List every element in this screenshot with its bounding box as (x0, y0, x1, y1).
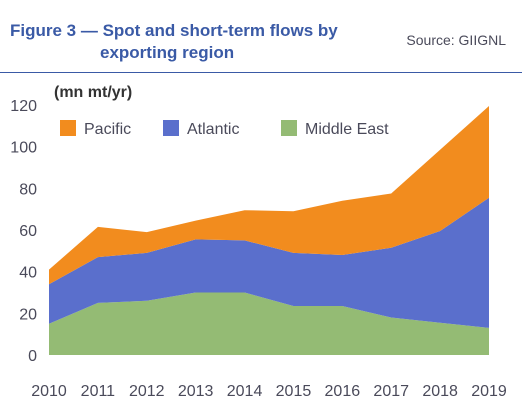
header-divider (0, 72, 522, 73)
y-tick-label: 60 (19, 223, 37, 240)
legend-item-atlantic: Atlantic (163, 120, 239, 138)
legend-item-pacific: Pacific (60, 120, 131, 138)
legend-label: Pacific (84, 121, 131, 138)
x-axis: 2010 2011 2012 2013 2014 2015 2016 2017 2018 2019 (31, 383, 507, 400)
area-series-group (49, 106, 489, 355)
x-tick-label: 2012 (129, 383, 165, 400)
area-atlantic (49, 197, 489, 328)
y-tick-label: 120 (10, 98, 37, 115)
y-tick-label: 80 (19, 181, 37, 198)
figure-header: Figure 3 — Spot and short-term flows by … (0, 0, 522, 72)
area-middle-east (49, 292, 489, 355)
legend: Pacific Atlantic Middle East (60, 120, 389, 138)
y-tick-label: 0 (28, 348, 37, 365)
y-tick-label: 20 (19, 306, 37, 323)
figure-title-line-2: exporting region (100, 43, 235, 62)
x-tick-label: 2016 (325, 383, 361, 400)
x-tick-label: 2011 (81, 383, 116, 400)
x-tick-label: 2014 (227, 383, 263, 400)
legend-item-middle-east: Middle East (281, 120, 389, 138)
legend-swatch (163, 120, 179, 136)
x-tick-label: 2015 (276, 383, 312, 400)
y-axis-label: (mn mt/yr) (54, 84, 132, 101)
y-tick-label: 40 (19, 265, 37, 282)
y-tick-label: 100 (10, 140, 37, 157)
area-pacific (49, 106, 489, 285)
source-note: Source: GIIGNL (406, 32, 506, 48)
figure-title-line-1: Figure 3 — Spot and short-term flows by (10, 21, 338, 40)
x-tick-label: 2019 (471, 383, 507, 400)
x-tick-label: 2013 (178, 383, 214, 400)
y-axis: 0 20 40 60 80 100 120 (10, 98, 37, 365)
figure-title: Figure 3 — Spot and short-term flows by … (10, 20, 370, 64)
legend-swatch (60, 120, 76, 136)
legend-label: Middle East (305, 121, 389, 138)
legend-label: Atlantic (187, 121, 239, 138)
x-tick-label: 2018 (422, 383, 458, 400)
x-tick-label: 2017 (373, 383, 409, 400)
x-tick-label: 2010 (31, 383, 67, 400)
legend-swatch (281, 120, 297, 136)
